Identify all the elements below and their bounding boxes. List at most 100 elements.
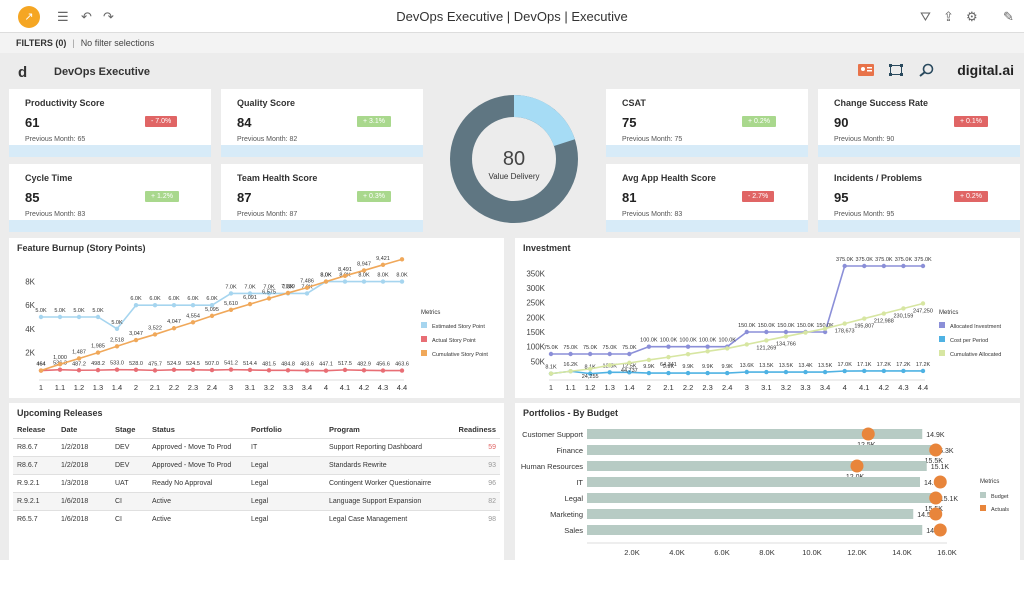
data-point xyxy=(646,357,652,363)
data-point xyxy=(209,303,215,308)
table-row[interactable]: R.9.2.1 1/3/2018 UAT Ready No Approval L… xyxy=(13,474,500,493)
data-point xyxy=(803,330,808,335)
dashboard: d DevOps Executive digital.ai Productivi… xyxy=(0,53,1024,560)
cell-date: 1/3/2018 xyxy=(57,474,111,493)
data-label: 375.0K xyxy=(875,257,893,263)
contact-card-icon[interactable] xyxy=(858,63,874,77)
data-point xyxy=(152,368,158,373)
cell-portfolio: Legal xyxy=(247,474,325,493)
legend-swatch xyxy=(421,336,427,342)
data-point xyxy=(380,279,386,284)
upcoming-releases-panel: Upcoming Releases Release Date Stage Sta… xyxy=(9,403,504,560)
data-point xyxy=(399,257,405,262)
cell-stage: UAT xyxy=(111,474,148,493)
data-label: 7,486 xyxy=(300,279,314,285)
data-label: 498.2 xyxy=(91,361,105,367)
column-header[interactable]: Date xyxy=(61,425,78,434)
data-label: 7.0K xyxy=(282,284,294,290)
data-point xyxy=(627,360,632,366)
feature-burnup-chart[interactable]: 2K 4K 6K 8K 1 1.1 1.2 1.3 1.4 2 2.1 2.2 2.3 2.4 3 3.1 3.… xyxy=(9,238,504,398)
table-row[interactable]: R6.5.7 1/6/2018 CI Active Legal Legal Ca… xyxy=(13,510,500,528)
column-header[interactable]: Portfolio xyxy=(251,425,282,434)
donut-label: Value Delivery xyxy=(489,172,540,181)
data-label: 150.0K xyxy=(816,323,834,329)
top-bar: ↗ ☰ ↶ ↷ DevOps Executive | DevOps | Exec… xyxy=(0,0,1024,33)
y-tick-label: 4K xyxy=(25,325,35,334)
data-label: 6,575 xyxy=(262,289,276,295)
budget-bar xyxy=(587,429,923,439)
column-header[interactable]: Release xyxy=(17,425,46,434)
kpi-card-team-health[interactable]: Team Health Score 87 + 0.3% Previous Mon… xyxy=(221,164,423,232)
x-tick-label: 12.0K xyxy=(847,548,867,557)
kpi-card-csat[interactable]: CSAT 75 + 0.2% Previous Month: 75 xyxy=(606,89,808,157)
cell-portfolio: Legal xyxy=(247,492,325,511)
legend-swatch xyxy=(421,322,427,328)
column-header[interactable]: Readiness xyxy=(458,425,496,434)
filter-bar[interactable]: FILTERS (0) | No filter selections xyxy=(0,33,1024,53)
kpi-card-avg-app-health[interactable]: Avg App Health Score 81 - 2.7% Previous … xyxy=(606,164,808,232)
data-label: 8.0K xyxy=(358,273,370,279)
search-icon[interactable] xyxy=(919,63,935,77)
x-tick-label: 1.3 xyxy=(93,383,103,392)
cell-program: Contingent Worker Questionairre xyxy=(325,474,450,493)
portfolios-chart[interactable]: Customer Support14.9K12.5KFinance15.3K15… xyxy=(515,403,1020,560)
kpi-value: 75 xyxy=(622,115,637,130)
feature-burnup-panel: Feature Burnup (Story Points) 2K 4K 6K 8K 1 1… xyxy=(9,238,504,398)
category-label: IT xyxy=(576,478,583,487)
edit-icon[interactable]: ✎ xyxy=(1003,9,1014,24)
share-icon[interactable]: ⇪ xyxy=(943,9,954,24)
undo-icon[interactable]: ↶ xyxy=(81,9,92,24)
kpi-card-productivity[interactable]: Productivity Score 61 - 7.0% Previous Mo… xyxy=(9,89,211,157)
filters-label[interactable]: FILTERS (0) xyxy=(16,38,67,48)
data-point xyxy=(380,262,386,268)
data-point xyxy=(323,368,329,373)
kpi-card-cycle-time[interactable]: Cycle Time 85 + 1.2% Previous Month: 83 xyxy=(9,164,211,232)
data-label: 9.9K xyxy=(702,364,714,370)
data-point xyxy=(666,370,671,376)
x-tick-label: 2.1 xyxy=(663,383,673,392)
data-point xyxy=(95,367,101,373)
column-header[interactable]: Program xyxy=(329,425,360,434)
data-label: 5,610 xyxy=(224,301,238,307)
table-row[interactable]: R8.6.7 1/2/2018 DEV Approved - Move To P… xyxy=(13,438,500,457)
filter-icon[interactable]: ⛛ xyxy=(920,9,931,24)
series-line xyxy=(551,265,923,355)
kpi-card-quality[interactable]: Quality Score 84 + 3.1% Previous Month: … xyxy=(221,89,423,157)
y-tick-label: 150K xyxy=(526,328,545,337)
app-logo-icon[interactable]: ↗ xyxy=(18,6,40,28)
data-point xyxy=(38,314,44,320)
table-row[interactable]: R.9.2.1 1/6/2018 CI Active Legal Languag… xyxy=(13,492,500,511)
data-label: 17.2K xyxy=(896,362,911,368)
data-label: 13.5K xyxy=(818,363,833,369)
value-delivery-donut[interactable]: 80 Value Delivery xyxy=(448,93,580,225)
data-point xyxy=(399,368,405,373)
category-label: Finance xyxy=(556,446,583,455)
list-icon[interactable]: ☰ xyxy=(57,9,69,24)
data-point xyxy=(646,344,652,349)
data-label: 7.0K xyxy=(225,284,237,290)
column-header[interactable]: Status xyxy=(152,425,175,434)
investment-panel: Investment 50K 100K 150K 200K 250K 300K 350K 1 1… xyxy=(515,238,1020,398)
legend-swatch xyxy=(421,350,427,356)
data-point xyxy=(361,279,367,284)
legend-swatch xyxy=(980,505,986,511)
kpi-card-change-success[interactable]: Change Success Rate 90 + 0.1% Previous M… xyxy=(818,89,1020,157)
cell-portfolio: Legal xyxy=(247,510,325,528)
x-tick-label: 3.3 xyxy=(283,383,293,392)
kpi-name: CSAT xyxy=(622,98,646,108)
x-tick-label: 4.4 xyxy=(918,383,928,392)
data-point xyxy=(399,279,405,284)
network-icon[interactable] xyxy=(888,63,904,77)
data-point xyxy=(342,273,348,279)
data-label: 100.0K xyxy=(718,338,736,344)
kpi-previous: Previous Month: 83 xyxy=(622,211,683,218)
kpi-card-incidents[interactable]: Incidents / Problems 95 + 0.2% Previous … xyxy=(818,164,1020,232)
redo-icon[interactable]: ↷ xyxy=(103,9,114,24)
investment-chart[interactable]: 50K 100K 150K 200K 250K 300K 350K 1 1.1 1.2 1.3 1.4… xyxy=(515,238,1020,398)
data-label: 1,985 xyxy=(91,344,105,350)
column-header[interactable]: Stage xyxy=(115,425,136,434)
category-label: Customer Support xyxy=(522,430,584,439)
table-row[interactable]: R8.6.7 1/2/2018 DEV Approved - Move To P… xyxy=(13,456,500,475)
data-point xyxy=(822,329,828,335)
settings-icon[interactable]: ⚙ xyxy=(966,9,978,24)
